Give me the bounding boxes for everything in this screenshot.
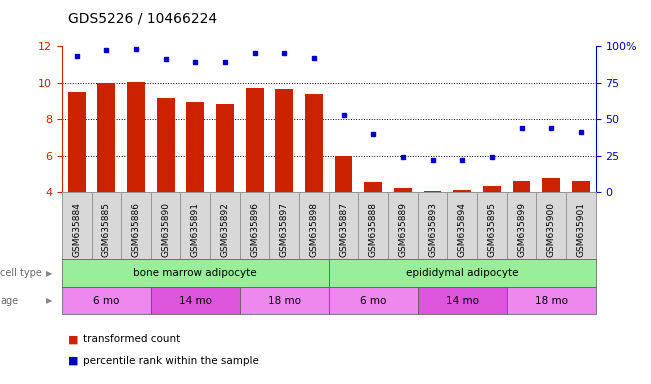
Text: 6 mo: 6 mo [360,296,387,306]
Text: GSM635893: GSM635893 [428,202,437,257]
Text: GSM635898: GSM635898 [309,202,318,257]
Text: GSM635897: GSM635897 [280,202,289,257]
Text: 18 mo: 18 mo [268,296,301,306]
Text: GSM635895: GSM635895 [488,202,496,257]
Bar [572,181,590,192]
Text: GSM635892: GSM635892 [221,202,229,257]
Text: 18 mo: 18 mo [534,296,568,306]
Text: 14 mo: 14 mo [446,296,478,306]
Bar [453,190,471,192]
Text: age: age [0,296,18,306]
Text: GSM635889: GSM635889 [398,202,408,257]
Text: GSM635894: GSM635894 [458,202,467,257]
Text: GSM635896: GSM635896 [250,202,259,257]
Bar [483,185,501,192]
Text: GSM635891: GSM635891 [191,202,200,257]
Bar [335,156,352,192]
Bar [542,178,560,192]
Bar [186,102,204,192]
Bar [216,104,234,192]
Text: GSM635901: GSM635901 [576,202,585,257]
Bar [512,181,531,192]
Bar [68,92,85,192]
Text: GDS5226 / 10466224: GDS5226 / 10466224 [68,12,217,25]
Bar [275,89,293,192]
Text: GSM635887: GSM635887 [339,202,348,257]
Text: GSM635890: GSM635890 [161,202,170,257]
Bar [305,93,323,192]
Text: epididymal adipocyte: epididymal adipocyte [406,268,518,278]
Text: bone marrow adipocyte: bone marrow adipocyte [133,268,257,278]
Text: 6 mo: 6 mo [93,296,120,306]
Text: 14 mo: 14 mo [179,296,212,306]
Text: GSM635900: GSM635900 [547,202,556,257]
Text: GSM635888: GSM635888 [368,202,378,257]
Text: cell type: cell type [0,268,42,278]
Bar [245,88,264,192]
Text: transformed count: transformed count [83,334,180,344]
Text: percentile rank within the sample: percentile rank within the sample [83,356,258,366]
Bar [394,189,412,192]
Text: ▶: ▶ [46,268,52,278]
Text: GSM635885: GSM635885 [102,202,111,257]
Bar [98,83,115,192]
Text: ■: ■ [68,334,79,344]
Text: GSM635884: GSM635884 [72,202,81,257]
Bar [365,182,382,192]
Bar [157,98,174,192]
Text: GSM635899: GSM635899 [517,202,526,257]
Bar [424,191,441,192]
Text: GSM635886: GSM635886 [132,202,141,257]
Bar [127,82,145,192]
Text: ▶: ▶ [46,296,52,305]
Text: ■: ■ [68,356,79,366]
